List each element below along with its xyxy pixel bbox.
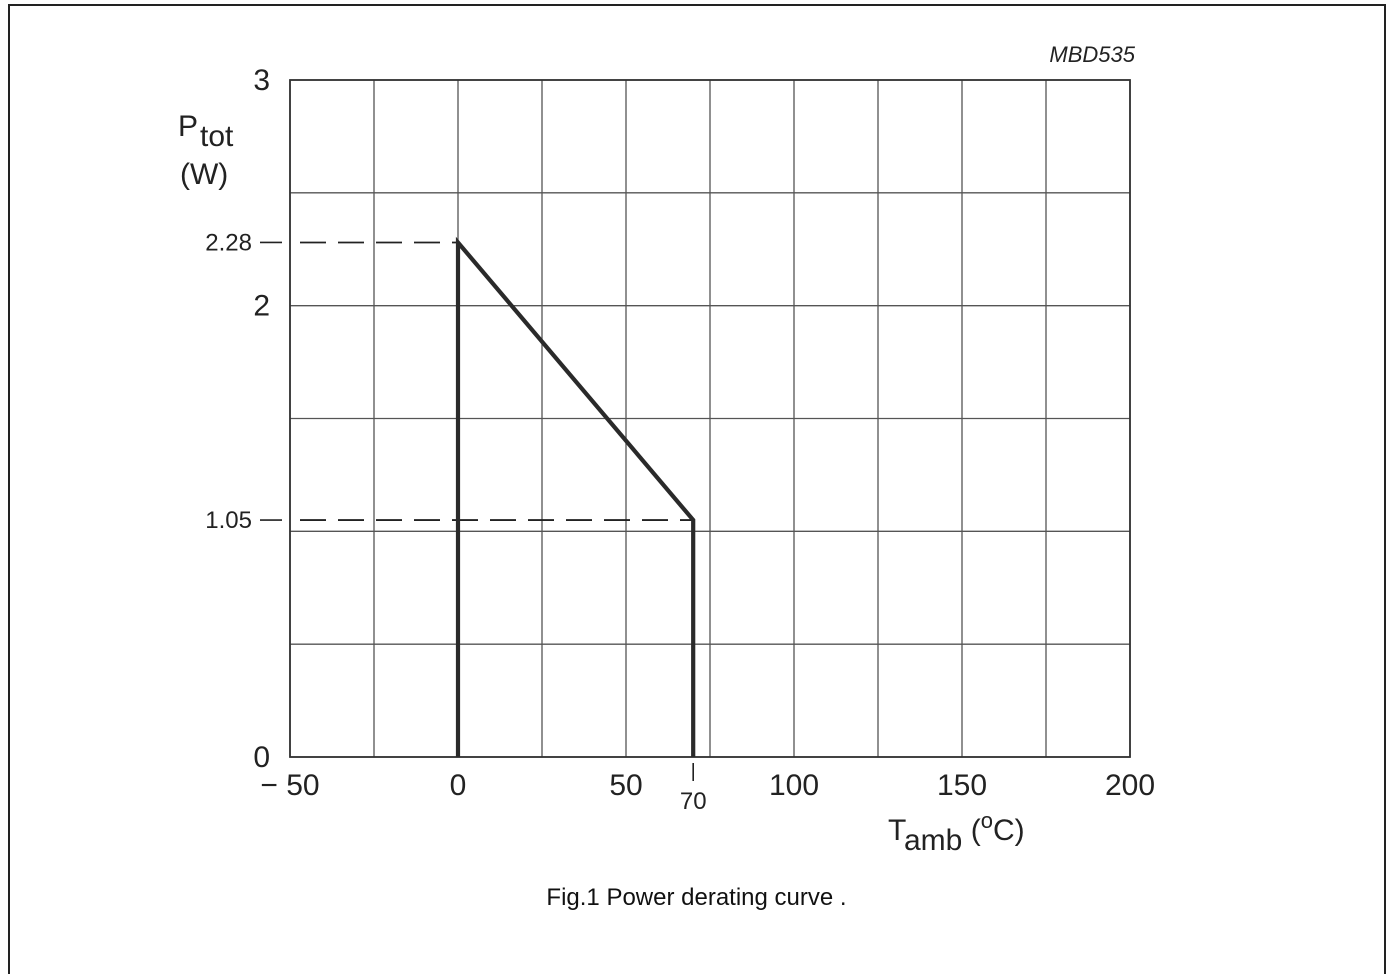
x-tick-label: 50 — [609, 769, 642, 802]
y-reference-label: 1.05 — [205, 507, 252, 534]
x-tick-label: 200 — [1105, 769, 1155, 802]
x-axis-title: Tamb (oC) — [888, 808, 1025, 857]
x-tick-label: 0 — [450, 769, 467, 802]
series-line-derating-curve — [455, 236, 696, 757]
y-tick-label: 3 — [253, 64, 270, 97]
x-axis-unit-degree: o — [981, 808, 993, 833]
figure-frame — [8, 4, 1386, 974]
y-axis-unit: (W) — [180, 158, 228, 191]
y-axis-subscript: tot — [200, 120, 234, 153]
x-axis-ticks: − 50 0 50 100 150 200 — [260, 769, 1155, 802]
x-axis-subscript: amb — [904, 824, 962, 857]
x-axis-unit-close: C) — [993, 814, 1025, 847]
x-axis-symbol: T — [888, 814, 906, 847]
y-axis-symbol: P — [178, 110, 198, 143]
figure-code: MBD535 — [1049, 42, 1135, 67]
x-tick-label: − 50 — [260, 769, 319, 802]
y-tick-label: 2 — [253, 290, 270, 323]
x-axis-unit-open: ( — [962, 814, 980, 847]
reference-lines: 2.28 1.05 70 — [205, 229, 706, 815]
x-marker-label: 70 — [680, 788, 707, 815]
plot-border — [289, 79, 1131, 758]
grid — [289, 79, 1131, 758]
y-axis-title: Ptot — [178, 110, 234, 153]
y-axis-ticks: 0 2 3 — [253, 64, 270, 774]
y-tick-label: 0 — [253, 741, 270, 774]
x-tick-label: 150 — [937, 769, 987, 802]
x-tick-label: 100 — [769, 769, 819, 802]
series — [455, 236, 696, 757]
y-reference-label: 2.28 — [205, 229, 252, 256]
figure-caption: Fig.1 Power derating curve . — [546, 884, 847, 911]
